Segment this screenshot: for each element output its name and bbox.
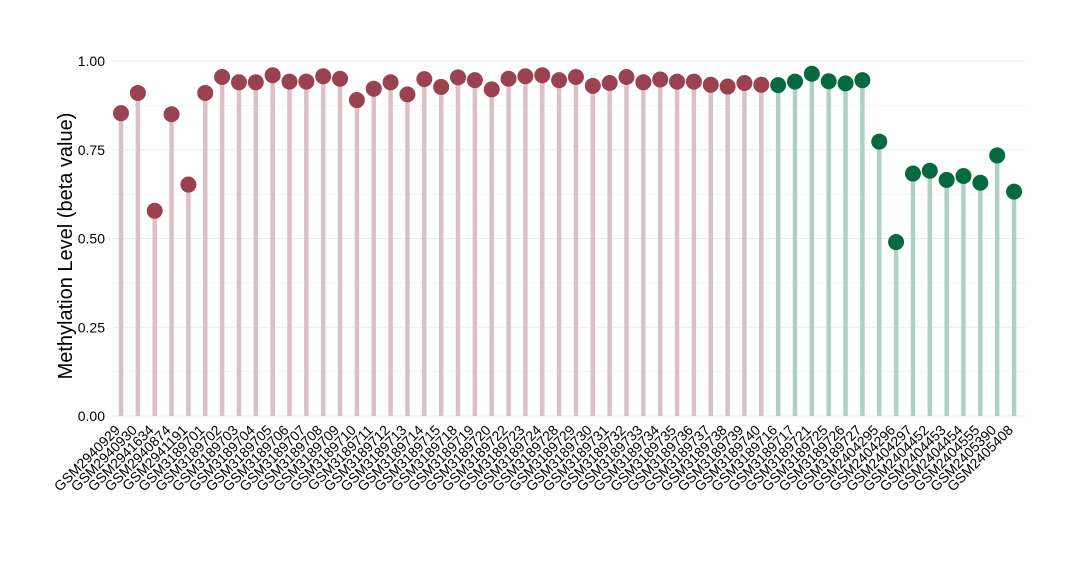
lollipop-point (770, 77, 787, 94)
y-tick-label: 0.75 (78, 142, 105, 158)
lollipop-point (955, 168, 972, 185)
lollipop-point (837, 75, 854, 92)
lollipop-point (483, 81, 500, 98)
y-tick-label: 1.00 (78, 53, 105, 69)
lollipop-point (315, 68, 332, 85)
lollipop-point (938, 171, 955, 188)
lollipop-point (450, 69, 466, 86)
lollipop-point (803, 65, 820, 82)
lollipop-point (820, 73, 837, 90)
lollipop-point (719, 78, 736, 95)
lollipop-point (635, 74, 652, 91)
lollipop-point (433, 78, 450, 95)
lollipop-point (618, 68, 635, 85)
lollipop-point (921, 162, 938, 179)
lollipop-point (214, 68, 231, 85)
lollipop-point (989, 147, 1006, 164)
lollipop-point (567, 68, 584, 85)
lollipop-point (365, 80, 382, 97)
lollipop-point (871, 133, 888, 150)
lollipop-point (702, 76, 719, 93)
lollipop-point (180, 176, 197, 193)
lollipop-point (146, 202, 163, 219)
lollipop-point (517, 68, 534, 85)
lollipop-point (230, 74, 247, 91)
lollipop-point (601, 75, 618, 92)
lollipop-point (348, 92, 365, 109)
lollipop-point (298, 73, 315, 90)
lollipop-point (787, 73, 803, 90)
lollipop-point (399, 86, 416, 103)
lollipop-point (500, 70, 517, 87)
lollipop-point (669, 73, 686, 90)
y-tick-label: 0.50 (78, 231, 105, 247)
lollipop-point (904, 165, 921, 182)
lollipop-point (247, 74, 264, 91)
lollipop-point (534, 67, 551, 84)
stems (118, 73, 1017, 416)
lollipop-point (584, 77, 601, 94)
y-axis-label: Methylation Level (beta value) (55, 113, 77, 380)
y-tick-label: 0.00 (78, 408, 105, 424)
lollipop-point (113, 105, 129, 122)
y-tick-label: 0.25 (78, 319, 105, 335)
lollipop-point (854, 72, 871, 89)
lollipop-point (753, 76, 770, 93)
lollipop-point (264, 67, 281, 84)
lollipop-point (382, 74, 399, 91)
lollipop-point (129, 84, 146, 101)
lollipop-point (163, 106, 180, 123)
lollipop-point (736, 75, 753, 92)
y-axis-ticks: 0.00 0.25 0.50 0.75 1.00 (78, 53, 105, 424)
lollipop-point (551, 72, 568, 89)
lollipop-point (416, 71, 433, 88)
grid-lines (113, 60, 1025, 417)
lollipop-point (685, 73, 702, 90)
lollipop-point (281, 73, 298, 90)
lollipop-point (332, 70, 349, 87)
lollipop-point (652, 71, 669, 88)
lollipop-point (197, 84, 214, 101)
lollipop-point (466, 72, 483, 89)
lollipop-point (972, 174, 989, 191)
x-axis-ticks: GSM2940929GSM2940930GSM2941634GSM2940874… (51, 422, 1017, 495)
lollipop-point (888, 234, 905, 251)
points (113, 65, 1023, 251)
lollipop-point (1006, 183, 1023, 200)
